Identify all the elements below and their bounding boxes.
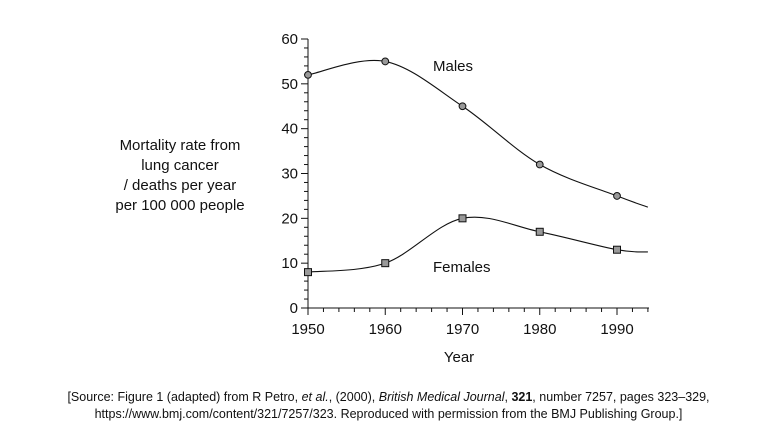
y-tick-label: 60 (281, 31, 298, 48)
series-lines (307, 59, 649, 273)
data-point-circle (381, 57, 390, 66)
source-text: , (2000), (328, 390, 379, 404)
y-tick-label: 30 (281, 166, 298, 183)
source-volume: 321 (511, 390, 533, 404)
source-line-2: https://www.bmj.com/content/321/7257/323… (94, 407, 683, 421)
data-point-circle (535, 160, 544, 169)
x-tick-label: 1990 (600, 321, 633, 338)
x-tick-label: 1960 (369, 321, 402, 338)
data-point-square (304, 268, 312, 277)
data-point-square (535, 227, 544, 236)
data-point-square (458, 214, 467, 223)
x-tick-label: 1980 (523, 321, 556, 338)
y-tick-label: 50 (281, 76, 298, 93)
y-tick-label: 10 (281, 255, 298, 272)
y-tick-label: 0 (290, 300, 298, 317)
source-line-1: [Source: Figure 1 (adapted) from R Petro… (0, 389, 777, 406)
series-label: Females (433, 259, 491, 276)
data-point-circle (458, 102, 467, 111)
ticks: 0 10 20 30 40 50 60 1950 1960 1970 1980 1990 (281, 31, 649, 338)
source-text: , (504, 390, 512, 404)
y-axis-label: Mortality rate from lung cancer / deaths… (60, 136, 300, 216)
y-axis-label-line: per 100 000 people (115, 197, 245, 214)
markers (304, 57, 621, 277)
source-journal: British Medical Journal (378, 390, 505, 404)
source-text: [Source: Figure 1 (adapted) from R Petro… (67, 390, 302, 404)
data-point-circle (613, 192, 621, 200)
y-axis-label-line: / deaths per year (123, 177, 237, 194)
y-tick-label: 20 (281, 210, 298, 227)
y-axis-label-line: lung cancer (141, 157, 219, 174)
series-line-males (307, 59, 649, 208)
data-point-square (381, 259, 390, 268)
x-axis-label: Year (444, 349, 474, 366)
x-tick-label: 1950 (291, 321, 324, 338)
data-point-square (613, 245, 621, 254)
source-text: , number 7257, pages 323–329, (532, 390, 710, 404)
source-citation: [Source: Figure 1 (adapted) from R Petro… (0, 389, 777, 423)
series-label: Males (433, 58, 473, 75)
source-etal: et al. (301, 390, 329, 404)
mortality-chart: 0 10 20 30 40 50 60 1950 1960 1970 1980 1990 Males F… (281, 31, 649, 366)
series-labels: Males Females (433, 58, 491, 276)
y-axis-label-line: Mortality rate from (119, 137, 241, 154)
data-point-circle (304, 70, 312, 79)
x-tick-label: 1970 (446, 321, 479, 338)
y-tick-label: 40 (281, 121, 298, 138)
